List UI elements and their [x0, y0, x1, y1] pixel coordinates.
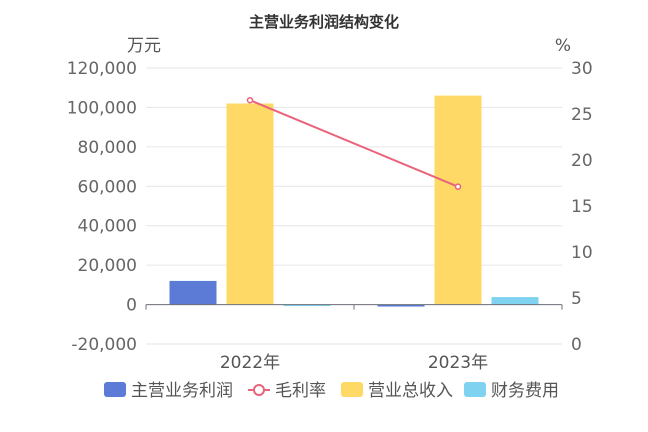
category-label: 2023年: [428, 353, 488, 373]
bar: [283, 304, 331, 307]
right-tick-label: 10: [571, 243, 593, 263]
left-tick-label: 120,000: [67, 59, 137, 79]
legend-item: 财务费用: [464, 381, 559, 401]
left-tick-label: 40,000: [78, 217, 137, 237]
line-series: [246, 96, 462, 190]
category-label: 2022年: [220, 353, 280, 373]
right-tick-label: 15: [571, 197, 593, 217]
legend-label: 毛利率: [275, 381, 326, 401]
chart-title: 主营业务利润结构变化: [249, 13, 399, 31]
legend-item: 主营业务利润: [104, 381, 233, 401]
legend-label: 营业总收入: [368, 381, 453, 401]
legend: 主营业务利润 毛利率 营业总收入 财务费用: [104, 381, 559, 401]
left-tick-label: 60,000: [78, 177, 137, 197]
legend-item: 毛利率: [248, 381, 326, 401]
right-tick-label: 5: [571, 289, 582, 309]
left-axis: -20,000 0 20,000 40,000 60,000 80,000 100,000 1…: [67, 59, 137, 355]
right-axis-unit: %: [555, 36, 571, 56]
legend-item: 营业总收入: [341, 381, 453, 401]
legend-label: 主营业务利润: [131, 381, 233, 401]
bar: [377, 304, 425, 307]
legend-swatch: [464, 382, 486, 397]
left-tick-label: 100,000: [67, 98, 137, 118]
right-tick-label: 25: [571, 105, 593, 125]
legend-label: 财务费用: [491, 381, 559, 401]
legend-swatch: [104, 382, 126, 397]
right-axis: 0 5 10 15 20 25 30: [571, 59, 593, 355]
x-axis: 2022年 2023年: [145, 304, 563, 373]
line-point: [246, 96, 254, 104]
left-axis-unit: 万元: [127, 36, 161, 56]
left-tick-label: 80,000: [78, 138, 137, 158]
bar: [226, 103, 274, 305]
left-tick-label: -20,000: [71, 335, 137, 355]
line-path: [249, 99, 459, 188]
left-tick-label: 0: [126, 296, 137, 316]
right-tick-label: 30: [571, 59, 593, 79]
legend-swatch: [341, 382, 363, 397]
legend-marker: [253, 384, 265, 396]
line-point: [454, 183, 462, 190]
bar: [169, 280, 217, 305]
bar: [491, 297, 539, 305]
right-tick-label: 20: [571, 151, 593, 171]
bar: [434, 95, 482, 305]
left-tick-label: 20,000: [78, 256, 137, 276]
bars: [169, 95, 539, 307]
right-tick-label: 0: [571, 335, 582, 355]
